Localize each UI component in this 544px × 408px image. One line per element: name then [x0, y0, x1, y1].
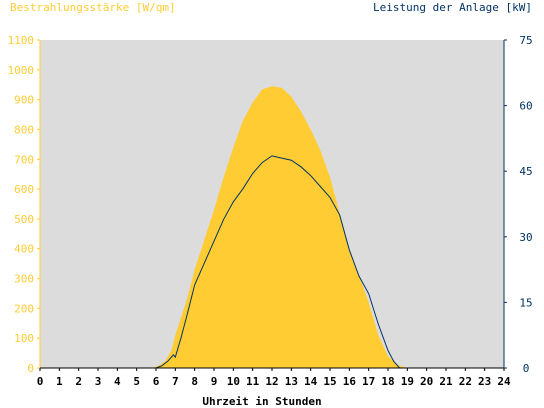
x-tick-label: 6: [153, 375, 160, 388]
left-tick-label: 600: [14, 183, 34, 196]
x-tick-label: 8: [191, 375, 198, 388]
x-tick-label: 7: [172, 375, 179, 388]
left-tick-label: 1000: [8, 64, 35, 77]
left-tick-label: 700: [14, 153, 34, 166]
left-tick-label: 500: [14, 213, 34, 226]
left-tick-label: 200: [14, 302, 34, 315]
right-axis-title: Leistung der Anlage [kW]: [373, 1, 532, 14]
x-tick-label: 21: [439, 375, 453, 388]
x-tick-label: 1: [56, 375, 63, 388]
right-tick-label: 60: [519, 100, 532, 113]
x-tick-label: 16: [343, 375, 357, 388]
x-tick-label: 5: [133, 375, 140, 388]
left-tick-label: 0: [27, 362, 34, 375]
x-tick-label: 4: [114, 375, 121, 388]
right-tick-label: 0: [523, 362, 530, 375]
x-tick-label: 14: [304, 375, 318, 388]
x-tick-label: 19: [401, 375, 414, 388]
power-line: [40, 155, 504, 369]
x-tick-label: 2: [75, 375, 82, 388]
right-tick-label: 15: [519, 296, 532, 309]
x-tick-label: 15: [323, 375, 336, 388]
x-tick-label: 18: [381, 375, 394, 388]
x-axis-title: Uhrzeit in Stunden: [202, 395, 321, 408]
x-tick-label: 3: [95, 375, 102, 388]
x-tick-label: 0: [37, 375, 44, 388]
x-tick-label: 11: [246, 375, 260, 388]
x-tick-label: 12: [265, 375, 278, 388]
left-tick-label: 400: [14, 243, 34, 256]
x-tick-label: 17: [362, 375, 375, 388]
x-tick-label: 20: [420, 375, 433, 388]
x-tick-label: 13: [285, 375, 298, 388]
x-tick-label: 24: [497, 375, 511, 388]
left-tick-label: 900: [14, 94, 34, 107]
right-tick-label: 75: [519, 34, 532, 47]
x-tick-label: 22: [459, 375, 472, 388]
left-axis-title: Bestrahlungsstärke [W/qm]: [10, 1, 176, 14]
left-tick-label: 1100: [8, 34, 35, 47]
right-tick-label: 30: [519, 231, 532, 244]
x-tick-label: 23: [478, 375, 491, 388]
left-tick-label: 100: [14, 332, 34, 345]
x-tick-label: 10: [227, 375, 240, 388]
left-tick-label: 800: [14, 123, 34, 136]
x-tick-label: 9: [211, 375, 218, 388]
left-tick-label: 300: [14, 273, 34, 286]
irradiance-area: [40, 86, 504, 368]
right-tick-label: 45: [519, 165, 532, 178]
